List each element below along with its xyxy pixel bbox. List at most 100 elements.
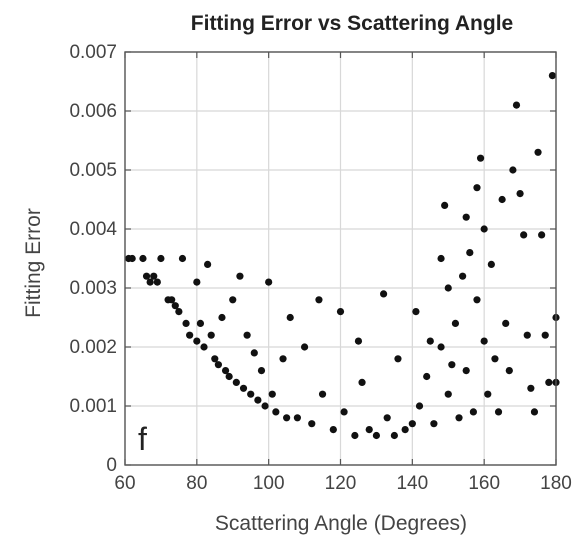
data-point bbox=[142, 272, 151, 280]
data-point bbox=[139, 254, 147, 263]
data-point bbox=[473, 296, 481, 304]
data-point bbox=[279, 355, 287, 363]
data-point bbox=[380, 290, 388, 298]
data-point bbox=[408, 420, 416, 428]
x-tick-label: 100 bbox=[253, 473, 285, 494]
data-point bbox=[480, 225, 488, 233]
data-point bbox=[469, 408, 477, 416]
data-point bbox=[229, 296, 237, 304]
data-point bbox=[247, 390, 255, 398]
data-point bbox=[207, 331, 215, 339]
data-point bbox=[394, 355, 402, 363]
data-point bbox=[448, 361, 456, 369]
data-point bbox=[530, 408, 539, 416]
data-point bbox=[340, 408, 348, 416]
data-point bbox=[423, 372, 431, 381]
data-point bbox=[329, 426, 337, 434]
x-axis-label: Scattering Angle (Degrees) bbox=[215, 512, 467, 535]
data-point bbox=[261, 402, 269, 410]
data-point bbox=[239, 384, 248, 392]
data-point bbox=[272, 408, 280, 416]
data-point bbox=[186, 331, 194, 339]
data-point bbox=[250, 349, 258, 357]
data-point bbox=[196, 319, 205, 327]
chart-title: Fitting Error vs Scattering Angle bbox=[191, 12, 513, 35]
y-tick-label: 0.003 bbox=[69, 278, 117, 299]
data-point bbox=[308, 420, 316, 428]
data-point bbox=[243, 331, 251, 339]
data-point bbox=[437, 343, 445, 351]
x-tick-label: 60 bbox=[114, 473, 135, 494]
data-point bbox=[214, 361, 222, 369]
data-point bbox=[236, 272, 244, 280]
data-point bbox=[487, 260, 495, 268]
data-point bbox=[534, 148, 542, 156]
y-tick-labels: 0 0.001 0.002 0.003 0.004 0.005 0.006 0.007 bbox=[69, 42, 117, 476]
data-point bbox=[415, 402, 424, 410]
data-point bbox=[541, 331, 549, 339]
y-tick-label: 0.007 bbox=[69, 42, 117, 63]
data-point bbox=[168, 296, 176, 304]
x-tick-labels: 60 80 100 120 140 160 180 bbox=[114, 473, 571, 494]
data-point bbox=[182, 319, 190, 327]
data-point bbox=[318, 390, 327, 398]
x-tick-label: 80 bbox=[186, 473, 207, 494]
data-point bbox=[476, 154, 485, 162]
data-point bbox=[523, 331, 531, 339]
data-point bbox=[548, 72, 557, 80]
data-point bbox=[193, 337, 201, 345]
data-point bbox=[300, 343, 309, 351]
data-point bbox=[473, 184, 481, 192]
data-point bbox=[257, 367, 266, 375]
data-point bbox=[286, 313, 294, 322]
data-point bbox=[365, 426, 373, 434]
data-point bbox=[462, 367, 470, 375]
tick-marks bbox=[124, 51, 557, 466]
data-points bbox=[124, 72, 560, 440]
data-point bbox=[283, 414, 291, 422]
data-point bbox=[520, 231, 528, 239]
data-point bbox=[538, 231, 546, 239]
y-tick-label: 0 bbox=[106, 455, 117, 476]
grid-lines bbox=[124, 51, 557, 466]
x-tick-label: 120 bbox=[325, 473, 357, 494]
data-point bbox=[502, 319, 510, 327]
data-point bbox=[494, 408, 503, 416]
data-point bbox=[351, 431, 359, 440]
data-point bbox=[484, 390, 492, 398]
data-point bbox=[437, 254, 445, 263]
data-point bbox=[221, 367, 230, 375]
data-point bbox=[193, 278, 201, 286]
data-point bbox=[153, 278, 161, 286]
data-point bbox=[383, 414, 391, 422]
data-point bbox=[315, 296, 323, 304]
y-tick-label: 0.006 bbox=[69, 101, 117, 122]
x-tick-label: 160 bbox=[468, 473, 500, 494]
x-tick-label: 180 bbox=[540, 473, 572, 494]
data-point bbox=[354, 337, 363, 345]
data-point bbox=[527, 384, 535, 392]
data-point bbox=[516, 190, 524, 198]
y-tick-label: 0.002 bbox=[69, 337, 117, 358]
data-point bbox=[175, 308, 183, 316]
data-point bbox=[372, 431, 381, 440]
y-axis-label: Fitting Error bbox=[22, 208, 45, 318]
data-point bbox=[390, 431, 398, 440]
data-point bbox=[451, 319, 460, 327]
data-point bbox=[146, 278, 154, 286]
y-tick-label: 0.005 bbox=[69, 160, 117, 181]
data-point bbox=[336, 308, 345, 316]
data-point bbox=[444, 390, 452, 398]
data-point bbox=[512, 101, 521, 109]
data-point bbox=[509, 166, 517, 174]
data-point bbox=[462, 213, 470, 221]
y-tick-label: 0.004 bbox=[69, 219, 117, 240]
data-point bbox=[459, 272, 467, 280]
data-point bbox=[466, 249, 474, 257]
data-point bbox=[498, 195, 506, 204]
data-point bbox=[178, 254, 187, 263]
data-point bbox=[358, 378, 366, 386]
data-point bbox=[412, 308, 420, 316]
data-point bbox=[171, 302, 179, 310]
